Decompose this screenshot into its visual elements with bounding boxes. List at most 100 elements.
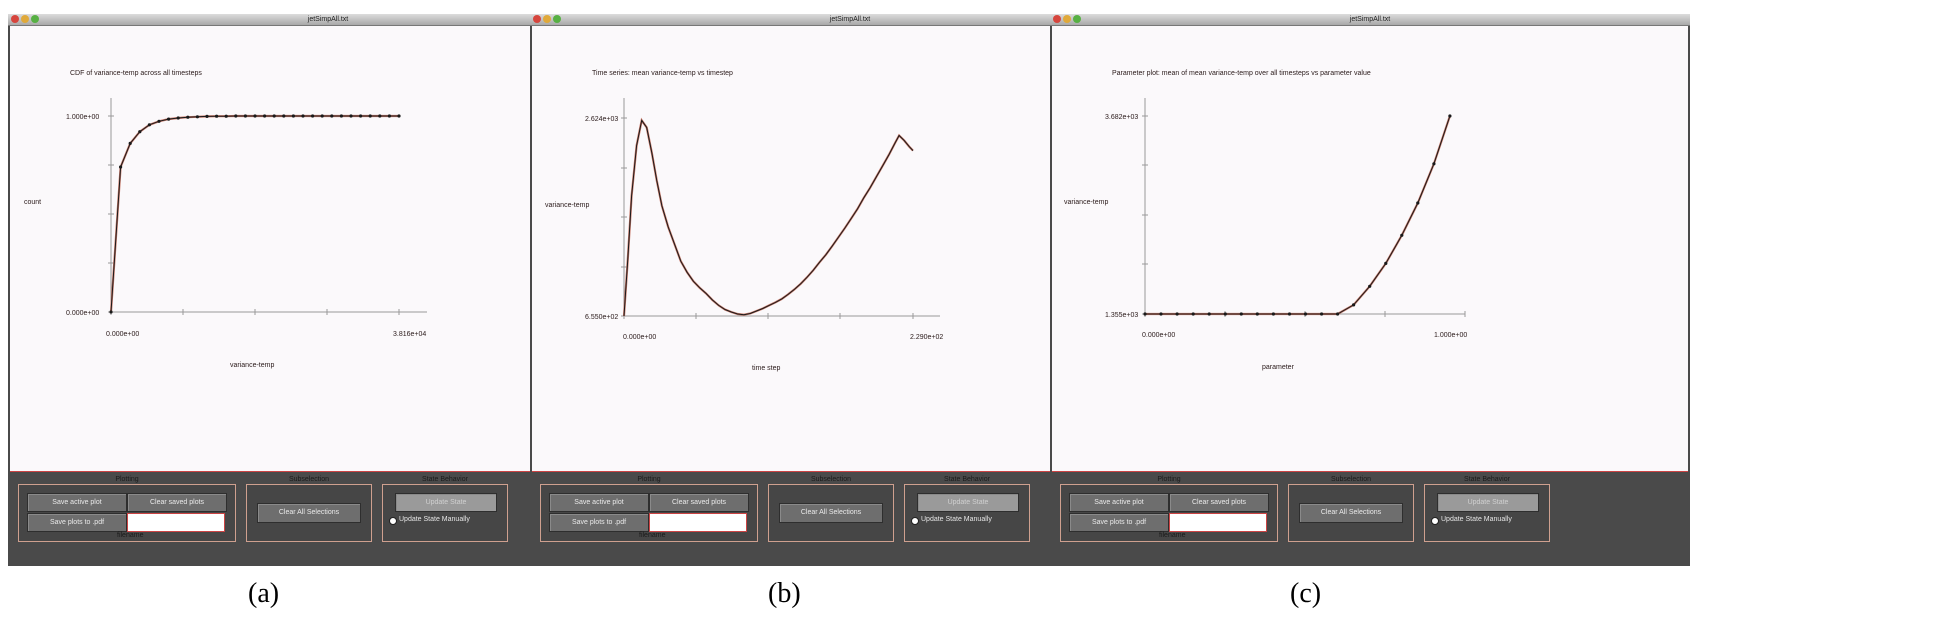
- data-point[interactable]: [109, 310, 113, 314]
- data-point[interactable]: [1191, 312, 1195, 316]
- plot-window: jetSimpAll.txt Parameter plot: mean of me…: [1050, 14, 1690, 566]
- data-point[interactable]: [282, 114, 286, 118]
- data-point[interactable]: [186, 115, 190, 119]
- data-point[interactable]: [1368, 284, 1372, 288]
- zoom-window-icon[interactable]: [1073, 15, 1081, 23]
- data-point[interactable]: [378, 114, 382, 118]
- data-point[interactable]: [1143, 312, 1147, 316]
- save-plots-pdf-button[interactable]: Save plots to .pdf: [549, 513, 649, 532]
- filename-input[interactable]: [127, 513, 225, 532]
- data-point[interactable]: [311, 114, 315, 118]
- clear-all-selections-button[interactable]: Clear All Selections: [257, 503, 361, 523]
- line-chart[interactable]: Parameter plot: mean of mean variance-te…: [1052, 26, 1688, 471]
- clear-saved-plots-button[interactable]: Clear saved plots: [127, 493, 227, 512]
- data-point[interactable]: [349, 114, 353, 118]
- data-point[interactable]: [1416, 201, 1420, 205]
- save-active-plot-button[interactable]: Save active plot: [549, 493, 649, 512]
- data-point[interactable]: [1352, 303, 1356, 307]
- data-point[interactable]: [387, 114, 391, 118]
- data-point[interactable]: [243, 114, 247, 118]
- data-point[interactable]: [119, 165, 123, 169]
- data-point[interactable]: [1239, 312, 1243, 316]
- subselection-panel-title: Subselection: [1330, 476, 1372, 483]
- data-point[interactable]: [195, 115, 199, 119]
- clear-saved-plots-button[interactable]: Clear saved plots: [649, 493, 749, 512]
- save-plots-pdf-button[interactable]: Save plots to .pdf: [27, 513, 127, 532]
- update-state-button[interactable]: Update State: [1437, 493, 1539, 512]
- data-point[interactable]: [157, 119, 161, 123]
- subselection-panel: Subselection Clear All Selections: [246, 476, 372, 542]
- data-point[interactable]: [1255, 312, 1259, 316]
- plotting-panel-title: Plotting: [637, 476, 661, 483]
- filename-label: filename: [117, 532, 144, 539]
- data-point[interactable]: [224, 114, 228, 118]
- data-point[interactable]: [128, 141, 132, 145]
- data-point[interactable]: [1432, 162, 1436, 166]
- data-point[interactable]: [215, 114, 219, 118]
- line-chart[interactable]: CDF of variance-temp across all timestep…: [10, 26, 646, 471]
- window-title-bar[interactable]: jetSimpAll.txt: [530, 14, 1170, 26]
- filename-input[interactable]: [649, 513, 747, 532]
- save-active-plot-button[interactable]: Save active plot: [1069, 493, 1169, 512]
- data-point[interactable]: [1384, 261, 1388, 265]
- y-min-tick-label: 1.355e+03: [1105, 312, 1138, 319]
- data-point[interactable]: [291, 114, 295, 118]
- update-manually-radio[interactable]: [911, 517, 919, 525]
- data-point[interactable]: [359, 114, 363, 118]
- save-plots-pdf-button[interactable]: Save plots to .pdf: [1069, 513, 1169, 532]
- zoom-window-icon[interactable]: [31, 15, 39, 23]
- window-title-bar[interactable]: jetSimpAll.txt: [8, 14, 648, 26]
- data-point[interactable]: [1223, 312, 1227, 316]
- data-point[interactable]: [167, 117, 171, 121]
- data-point[interactable]: [234, 114, 238, 118]
- data-point[interactable]: [320, 114, 324, 118]
- data-point[interactable]: [263, 114, 267, 118]
- data-point[interactable]: [176, 116, 180, 120]
- data-point[interactable]: [1207, 312, 1211, 316]
- data-point[interactable]: [1175, 312, 1179, 316]
- data-point[interactable]: [1159, 312, 1163, 316]
- data-point[interactable]: [1448, 114, 1452, 118]
- plotting-panel: Plotting Save active plot Clear saved plot…: [540, 476, 758, 542]
- data-point[interactable]: [339, 114, 343, 118]
- data-point[interactable]: [205, 114, 209, 118]
- minimize-window-icon[interactable]: [1063, 15, 1071, 23]
- clear-all-selections-button[interactable]: Clear All Selections: [779, 503, 883, 523]
- save-active-plot-button[interactable]: Save active plot: [27, 493, 127, 512]
- data-point[interactable]: [147, 123, 151, 127]
- update-manually-radio[interactable]: [1431, 517, 1439, 525]
- plot-area[interactable]: Parameter plot: mean of mean variance-te…: [1052, 26, 1688, 472]
- clear-all-selections-button[interactable]: Clear All Selections: [1299, 503, 1403, 523]
- data-point[interactable]: [397, 114, 401, 118]
- zoom-window-icon[interactable]: [553, 15, 561, 23]
- window-title-bar[interactable]: jetSimpAll.txt: [1050, 14, 1690, 26]
- close-window-icon[interactable]: [11, 15, 19, 23]
- update-manually-radio[interactable]: [389, 517, 397, 525]
- chart-title: CDF of variance-temp across all timestep…: [70, 70, 202, 77]
- y-min-tick-label: 6.550e+02: [585, 314, 618, 321]
- data-point[interactable]: [253, 114, 257, 118]
- data-point[interactable]: [368, 114, 372, 118]
- close-window-icon[interactable]: [1053, 15, 1061, 23]
- line-chart[interactable]: Time series: mean variance-temp vs times…: [532, 26, 1168, 471]
- state-behavior-panel: State Behavior Update State Update State M…: [904, 476, 1030, 542]
- data-point[interactable]: [1336, 312, 1340, 316]
- data-point[interactable]: [138, 130, 142, 134]
- minimize-window-icon[interactable]: [21, 15, 29, 23]
- filename-input[interactable]: [1169, 513, 1267, 532]
- data-point[interactable]: [1320, 312, 1324, 316]
- data-point[interactable]: [1271, 312, 1275, 316]
- minimize-window-icon[interactable]: [543, 15, 551, 23]
- data-point[interactable]: [301, 114, 305, 118]
- close-window-icon[interactable]: [533, 15, 541, 23]
- data-point[interactable]: [1287, 312, 1292, 316]
- data-point[interactable]: [1303, 312, 1308, 316]
- figure-caption: (b): [768, 578, 801, 609]
- figure-caption: (c): [1290, 578, 1322, 609]
- clear-saved-plots-button[interactable]: Clear saved plots: [1169, 493, 1269, 512]
- update-state-button[interactable]: Update State: [395, 493, 497, 512]
- data-point[interactable]: [272, 114, 276, 118]
- data-point[interactable]: [330, 114, 334, 118]
- update-state-button[interactable]: Update State: [917, 493, 1019, 512]
- data-point[interactable]: [1400, 233, 1404, 237]
